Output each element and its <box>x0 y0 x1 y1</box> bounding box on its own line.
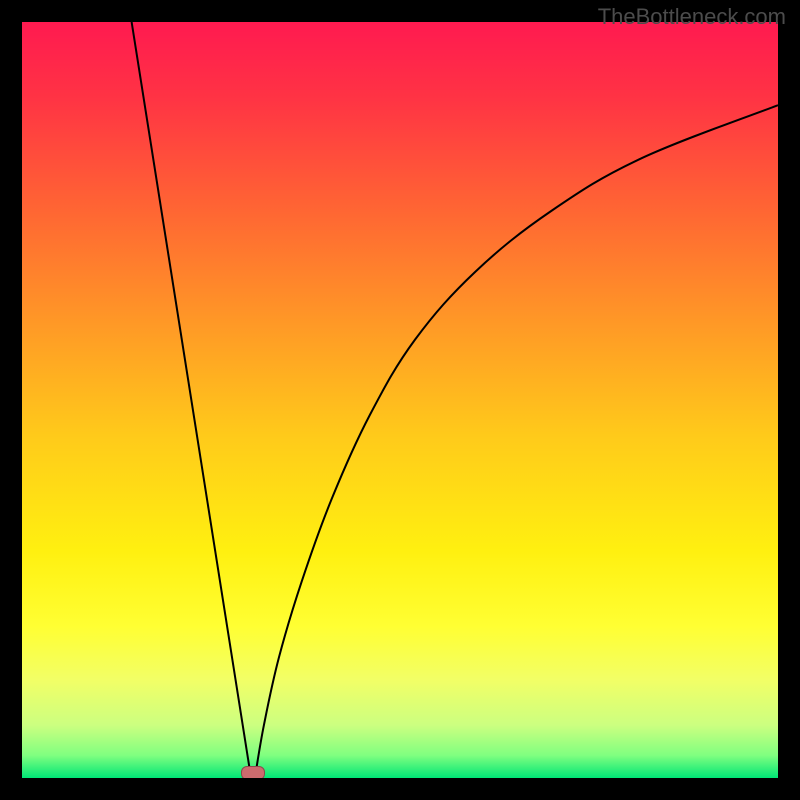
chart-container: TheBottleneck.com <box>0 0 800 800</box>
plot-area <box>22 22 778 778</box>
watermark-text: TheBottleneck.com <box>598 4 786 30</box>
optimal-point-marker <box>241 766 265 778</box>
bottleneck-curve <box>22 22 778 778</box>
